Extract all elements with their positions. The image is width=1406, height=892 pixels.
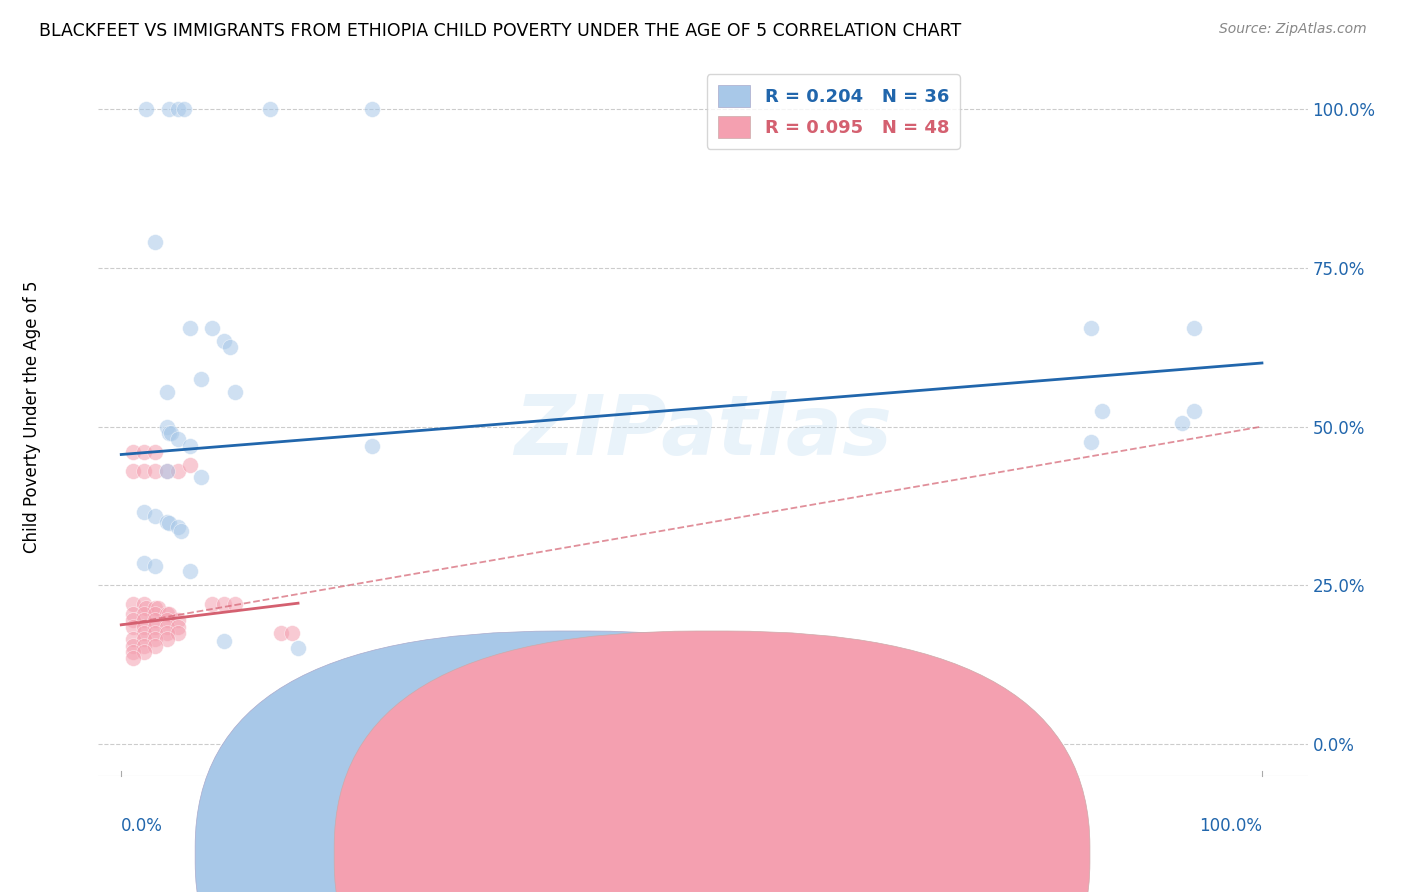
Point xyxy=(287,640,309,655)
Point xyxy=(1080,435,1102,450)
Point xyxy=(167,620,190,634)
Text: Immigrants from Ethiopia: Immigrants from Ethiopia xyxy=(740,846,950,863)
Point xyxy=(145,620,167,634)
Point xyxy=(1091,403,1114,417)
FancyBboxPatch shape xyxy=(335,631,1090,892)
Text: 100.0%: 100.0% xyxy=(1199,817,1263,835)
Point xyxy=(121,598,143,612)
Point xyxy=(156,620,179,634)
Point xyxy=(218,340,240,354)
Point xyxy=(145,626,167,640)
Point xyxy=(1171,417,1194,431)
Point xyxy=(259,102,281,116)
Text: 0.0%: 0.0% xyxy=(121,817,163,835)
Point xyxy=(132,464,155,478)
Point xyxy=(145,464,167,478)
Text: Blackfeet: Blackfeet xyxy=(600,846,678,863)
Point xyxy=(132,626,155,640)
Point xyxy=(121,445,143,459)
Point xyxy=(145,508,167,523)
Point xyxy=(135,600,157,615)
Text: Child Poverty Under the Age of 5: Child Poverty Under the Age of 5 xyxy=(22,281,41,553)
Point xyxy=(145,235,167,250)
Point xyxy=(132,639,155,653)
Point xyxy=(132,613,155,627)
Point xyxy=(132,632,155,647)
Point xyxy=(156,607,179,621)
Point xyxy=(156,464,179,478)
Point xyxy=(145,559,167,574)
Point xyxy=(281,626,304,640)
Point xyxy=(145,445,167,459)
Point xyxy=(156,613,179,627)
Point xyxy=(169,524,191,539)
Point xyxy=(173,102,195,116)
Point xyxy=(361,102,384,116)
Point xyxy=(146,600,169,615)
Point xyxy=(145,607,167,621)
Point xyxy=(1182,403,1205,417)
Point xyxy=(132,556,155,570)
Point xyxy=(157,102,180,116)
Point xyxy=(145,632,167,647)
Legend: R = 0.204   N = 36, R = 0.095   N = 48: R = 0.204 N = 36, R = 0.095 N = 48 xyxy=(707,74,960,149)
Point xyxy=(361,439,384,453)
Point xyxy=(212,634,235,648)
Point xyxy=(167,432,190,446)
Point xyxy=(190,372,212,386)
Text: Source: ZipAtlas.com: Source: ZipAtlas.com xyxy=(1219,22,1367,37)
Point xyxy=(121,620,143,634)
Point xyxy=(179,458,201,472)
Point xyxy=(157,425,180,440)
Point xyxy=(145,600,167,615)
Point xyxy=(145,639,167,653)
Point xyxy=(121,639,143,653)
Point xyxy=(132,645,155,659)
Point xyxy=(1080,321,1102,335)
Point xyxy=(167,613,190,627)
Point xyxy=(361,716,384,731)
Point xyxy=(179,321,201,335)
Point xyxy=(1182,321,1205,335)
Point xyxy=(212,598,235,612)
Point xyxy=(121,651,143,665)
Point xyxy=(121,632,143,647)
Point xyxy=(156,626,179,640)
Point xyxy=(190,470,212,484)
Point xyxy=(121,464,143,478)
Point xyxy=(135,102,157,116)
Point xyxy=(156,515,179,529)
Point xyxy=(179,565,201,579)
Point xyxy=(201,321,224,335)
Point xyxy=(212,334,235,348)
Point xyxy=(132,445,155,459)
Point xyxy=(121,645,143,659)
Point xyxy=(167,464,190,478)
Point xyxy=(156,464,179,478)
Point xyxy=(157,516,180,530)
Text: ZIPatlas: ZIPatlas xyxy=(515,391,891,472)
Point xyxy=(132,607,155,621)
Point xyxy=(157,607,180,621)
Point xyxy=(167,626,190,640)
Point xyxy=(167,102,190,116)
Point xyxy=(156,384,179,399)
Point xyxy=(167,520,190,534)
Point xyxy=(121,613,143,627)
Point xyxy=(132,598,155,612)
Point xyxy=(224,384,246,399)
Point xyxy=(270,626,292,640)
Point xyxy=(179,439,201,453)
Point xyxy=(224,598,246,612)
FancyBboxPatch shape xyxy=(195,631,950,892)
Point xyxy=(156,419,179,434)
Text: BLACKFEET VS IMMIGRANTS FROM ETHIOPIA CHILD POVERTY UNDER THE AGE OF 5 CORRELATI: BLACKFEET VS IMMIGRANTS FROM ETHIOPIA CH… xyxy=(39,22,962,40)
Point xyxy=(201,598,224,612)
Point xyxy=(121,607,143,621)
Point xyxy=(160,425,183,440)
Point xyxy=(132,505,155,519)
Point xyxy=(156,632,179,647)
Point xyxy=(145,613,167,627)
Point xyxy=(132,620,155,634)
